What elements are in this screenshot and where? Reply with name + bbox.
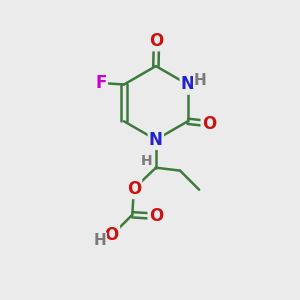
Text: H: H bbox=[94, 233, 106, 248]
Text: H: H bbox=[194, 73, 206, 88]
Text: O: O bbox=[127, 180, 141, 198]
Text: O: O bbox=[105, 226, 119, 244]
Text: N: N bbox=[181, 76, 195, 94]
Text: H: H bbox=[141, 154, 153, 168]
Text: O: O bbox=[149, 207, 163, 225]
Text: O: O bbox=[202, 115, 216, 133]
Text: N: N bbox=[149, 131, 163, 149]
Text: O: O bbox=[149, 32, 164, 50]
Text: F: F bbox=[95, 74, 107, 92]
